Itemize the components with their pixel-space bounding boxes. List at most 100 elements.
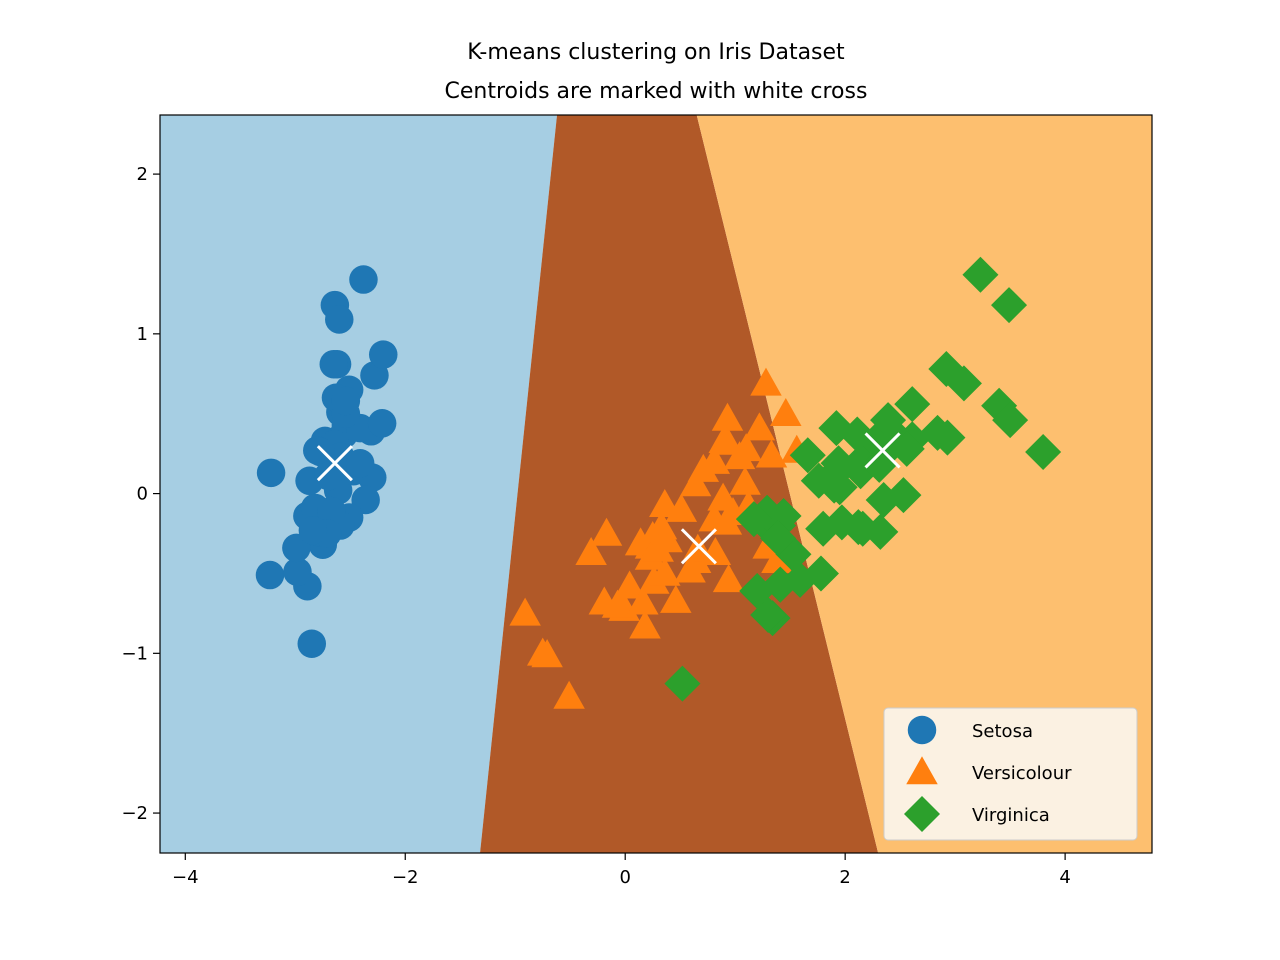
versicolour-point: [575, 536, 607, 565]
y-tick-label: 1: [137, 324, 148, 345]
setosa-point: [331, 386, 361, 416]
legend-item-virginica: Virginica: [904, 796, 1050, 832]
virginica-point: [802, 555, 839, 592]
setosa-point: [297, 629, 327, 658]
versicolour-point: [674, 554, 706, 583]
virginica-point: [789, 437, 826, 474]
virginica-point: [992, 402, 1029, 439]
setosa-point: [256, 458, 286, 488]
chart-subtitle: Centroids are marked with white cross: [445, 79, 868, 104]
versicolour-point: [711, 402, 744, 431]
centroid-marker-1: [680, 528, 717, 565]
versicolour-point: [588, 586, 621, 615]
versicolour-point: [679, 468, 712, 497]
virginica-point: [865, 481, 902, 518]
virginica-point: [805, 510, 842, 547]
versicolour-point: [509, 597, 541, 626]
versicolour-point: [729, 466, 761, 495]
virginica-point: [735, 501, 772, 538]
versicolour-point: [770, 397, 802, 426]
setosa-point: [369, 340, 398, 369]
virginica-point: [919, 414, 956, 451]
versicolour-point: [723, 441, 756, 470]
versicolour-point: [649, 557, 681, 586]
setosa-point: [306, 437, 335, 467]
virginica-point: [962, 256, 999, 293]
x-tick-label: 0: [619, 867, 630, 888]
setosa-point: [345, 448, 375, 478]
legend: Setosa Versicolour Virginica: [883, 707, 1138, 841]
y-tick-label: −2: [121, 803, 148, 824]
versicolour-point: [712, 564, 745, 593]
plot-area: [159, 114, 1153, 854]
legend-diamond-marker: [904, 796, 940, 832]
versicolour-point: [642, 533, 674, 562]
virginica-point: [762, 566, 799, 603]
versicolour-point: [553, 680, 585, 709]
legend-label: Setosa: [972, 721, 1033, 742]
versicolour-point: [531, 639, 563, 668]
setosa-point: [325, 305, 354, 334]
virginica-point: [818, 410, 855, 447]
versicolour-point: [708, 425, 740, 454]
versicolour-point: [743, 412, 776, 441]
setosa-point: [319, 349, 349, 379]
virginica-point: [760, 520, 797, 557]
centroid-marker-2: [864, 432, 901, 469]
setosa-point: [283, 557, 312, 587]
y-tick-label: 2: [137, 164, 148, 185]
versicolour-point: [698, 445, 731, 474]
versicolour-point: [698, 503, 731, 532]
y-tick-label: −1: [121, 643, 148, 664]
versicolour-point: [627, 586, 659, 615]
virginica-point: [1025, 434, 1062, 471]
setosa-point: [367, 409, 397, 438]
virginica-point: [844, 510, 881, 547]
cluster-2-region: [696, 115, 1152, 853]
versicolour-point: [707, 482, 739, 511]
x-tick-label: 4: [1059, 867, 1070, 888]
centroids: [316, 432, 901, 565]
versicolour-point: [590, 517, 623, 546]
legend-box: [883, 707, 1138, 841]
virginica-point: [945, 365, 982, 402]
centroid-marker-0: [316, 445, 353, 482]
x-tick-label: 2: [839, 867, 850, 888]
versicolour-point: [699, 536, 732, 565]
virginica-point: [894, 386, 931, 423]
legend-label: Versicolour: [972, 763, 1072, 784]
setosa-point: [298, 516, 328, 545]
legend-circle-marker: [907, 715, 937, 745]
versicolour-point: [761, 544, 793, 573]
virginica-point: [873, 427, 910, 464]
chart-title: K-means clustering on Iris Dataset: [467, 40, 845, 65]
y-axis: −2 −1 0 1 2: [121, 164, 160, 824]
legend-item-setosa: Setosa: [907, 715, 1033, 745]
versicolour-point: [660, 584, 692, 613]
x-axis: −4 −2 0 2 4: [172, 853, 1071, 888]
legend-item-versicolour: Versicolour: [906, 756, 1072, 785]
versicolour-point: [750, 367, 782, 396]
virginica-point: [816, 456, 853, 493]
setosa-point: [317, 496, 346, 526]
versicolour-point: [613, 570, 646, 599]
versicolour-point: [649, 489, 681, 518]
setosa-point: [255, 560, 285, 590]
y-tick-label: 0: [137, 484, 148, 505]
series-versicolour: [509, 367, 813, 709]
decision-regions: [160, 115, 1152, 853]
virginica-point: [870, 402, 907, 439]
legend-triangle-marker: [906, 756, 938, 785]
x-tick-label: −2: [392, 867, 419, 888]
series-setosa: [255, 265, 398, 658]
x-tick-label: −4: [172, 867, 199, 888]
plot-frame: [159, 114, 1153, 854]
versicolour-point: [755, 439, 788, 468]
setosa-point: [349, 265, 378, 294]
virginica-point: [991, 287, 1028, 324]
setosa-point: [314, 461, 343, 491]
legend-label: Virginica: [972, 805, 1050, 826]
virginica-point: [664, 665, 701, 702]
cluster-1-region: [480, 115, 879, 853]
